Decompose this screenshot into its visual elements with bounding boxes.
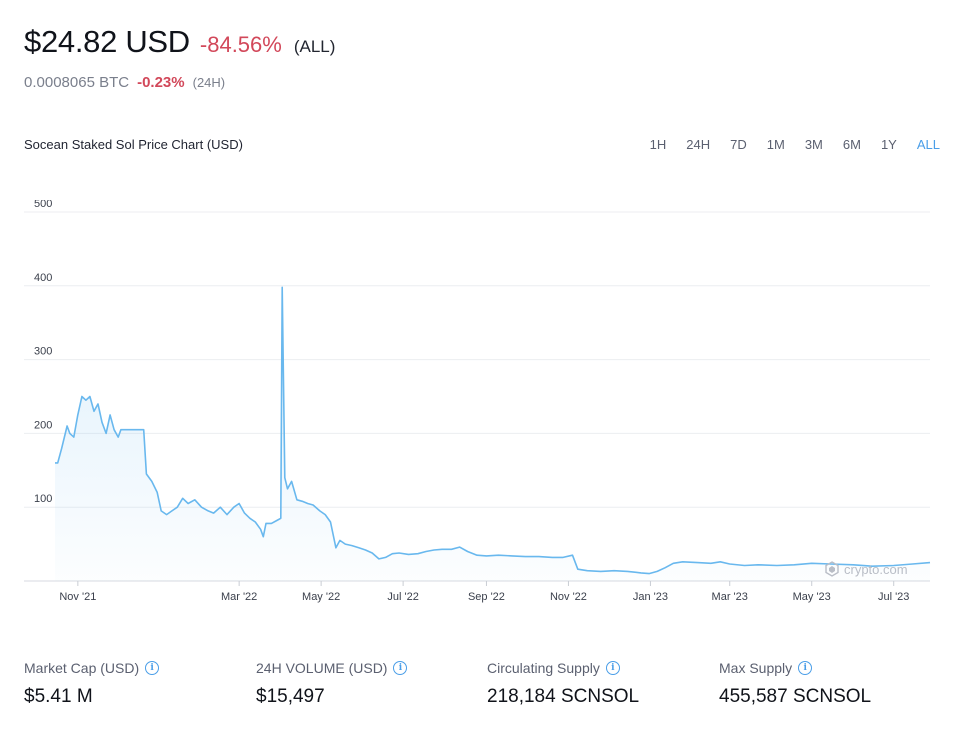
crypto-com-logo-icon	[825, 561, 839, 577]
range-button-1m[interactable]: 1M	[766, 137, 785, 152]
stat-block: Circulating Supply i 218,184 SCNSOL	[487, 660, 639, 708]
info-icon[interactable]: i	[798, 661, 813, 675]
x-tick-label: Jul '23	[878, 591, 909, 603]
range-button-1h[interactable]: 1H	[649, 137, 667, 152]
range-button-24h[interactable]: 24H	[686, 137, 711, 152]
info-icon[interactable]: i	[145, 661, 160, 675]
x-tick-label: Mar '23	[712, 591, 748, 603]
stats-row: Market Cap (USD) i $5.41 M 24H VOLUME (USD)…	[24, 660, 944, 720]
stat-label: Market Cap (USD)	[24, 660, 140, 676]
stat-value: $5.41 M	[24, 686, 93, 707]
stat-value: 218,184 SCNSOL	[487, 686, 640, 707]
watermark-text: crypto.com	[844, 561, 908, 577]
x-tick-label: May '23	[793, 591, 831, 603]
range-button-3m[interactable]: 3M	[804, 137, 823, 152]
x-tick-label: May '22	[302, 591, 340, 603]
x-tick-label: Nov '22	[550, 591, 587, 603]
price-area	[55, 287, 930, 581]
y-tick-label: 400	[34, 272, 52, 284]
btc-change-percent: -0.23%	[137, 74, 185, 91]
stat-label-row: Circulating Supply i	[487, 660, 639, 676]
change-range-tag: (ALL)	[293, 37, 336, 56]
x-tick-label: Nov '21	[59, 591, 96, 603]
range-button-7d[interactable]: 7D	[730, 137, 747, 152]
current-price: $24.82 USD	[24, 24, 190, 59]
stat-label-row: 24H VOLUME (USD) i	[256, 660, 408, 676]
y-tick-label: 300	[34, 346, 52, 358]
price-chart[interactable]: 100 200 300 400 500 Nov '21 Mar '22 May '22 Jul…	[0, 200, 964, 610]
stat-label-row: Market Cap (USD) i	[24, 660, 160, 676]
stat-value: 455,587 SCNSOL	[719, 686, 872, 707]
btc-price: 0.0008065 BTC	[24, 74, 130, 91]
price-header: $24.82 USD -84.56% (ALL)	[24, 24, 335, 60]
range-button-1y[interactable]: 1Y	[880, 137, 897, 152]
y-tick-label: 200	[34, 419, 52, 431]
chart-title: Socean Staked Sol Price Chart (USD)	[24, 137, 243, 152]
price-line	[55, 286, 931, 575]
x-tick-label: Sep '22	[468, 591, 505, 603]
x-tick-label: Mar '22	[221, 591, 257, 603]
stat-block: Max Supply i 455,587 SCNSOL	[719, 660, 871, 708]
y-tick-label: 100	[34, 493, 52, 505]
y-axis: 100 200 300 400 500	[34, 200, 52, 505]
x-axis: Nov '21 Mar '22 May '22 Jul '22 Sep '22 Nov '…	[59, 581, 909, 603]
y-tick-label: 500	[34, 200, 52, 210]
price-change-percent: -84.56%	[199, 32, 282, 57]
btc-price-row: 0.0008065 BTC -0.23% (24H)	[24, 74, 225, 91]
x-tick-label: Jul '22	[387, 591, 418, 603]
info-icon[interactable]: i	[605, 661, 620, 675]
stat-block: Market Cap (USD) i $5.41 M	[24, 660, 160, 708]
x-tick-label: Jan '23	[633, 591, 668, 603]
range-button-6m[interactable]: 6M	[842, 137, 861, 152]
stat-label: Circulating Supply	[487, 660, 600, 676]
info-icon[interactable]: i	[393, 661, 408, 675]
time-range-selector: 1H 24H 7D 1M 3M 6M 1Y ALL	[650, 137, 940, 152]
stat-label-row: Max Supply i	[719, 660, 871, 676]
range-button-all[interactable]: ALL	[916, 137, 940, 152]
stat-label: 24H VOLUME (USD)	[256, 660, 388, 676]
watermark: crypto.com	[824, 561, 908, 577]
stat-block: 24H VOLUME (USD) i $15,497	[256, 660, 408, 708]
stat-value: $15,497	[256, 686, 325, 707]
btc-change-period: (24H)	[192, 75, 226, 90]
stat-label: Max Supply	[719, 660, 793, 676]
